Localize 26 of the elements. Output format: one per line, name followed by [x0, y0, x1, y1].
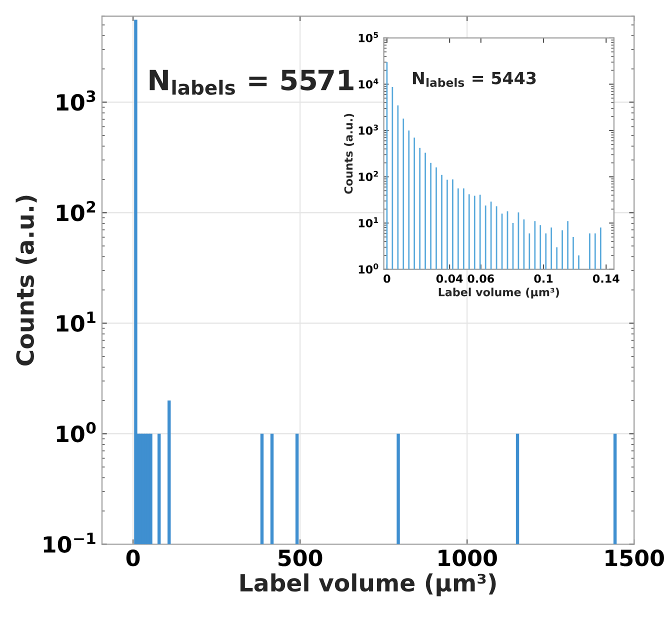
y-tick-label: 10$^{0}$ [56, 422, 96, 442]
y-axis-title: Counts (a.u.) [16, 196, 37, 366]
x-tick-label: 0 [384, 274, 390, 283]
y-tick-label: 10$^{3}$ [358, 124, 378, 135]
x-axis-title: Label volume (µm³) [438, 288, 559, 298]
y-axis-title: Counts (a.u.) [344, 114, 354, 194]
y-tick-label: 10$^{0}$ [358, 263, 378, 274]
y-tick-label: 10$^{2}$ [358, 170, 378, 182]
y-tick-label: 10$^{4}$ [358, 78, 378, 89]
x-tick-label: 0.04 [436, 274, 463, 283]
x-tick-label: 0.06 [468, 274, 494, 283]
x-tick-label: 500 [278, 550, 322, 566]
y-tick-label: 10$^{1}$ [56, 312, 96, 332]
x-tick-label: 0 [126, 550, 140, 566]
x-tick-label: 0.1 [534, 274, 553, 283]
y-tick-label: 10$^{5}$ [358, 32, 378, 42]
annotation: N$_{labels}$ = 5571 [150, 70, 354, 95]
y-tick-label: 10$^{−1}$ [44, 532, 96, 553]
x-tick-label: 0.14 [592, 274, 620, 283]
x-tick-label: 1500 [606, 550, 664, 566]
annotation: N$_{labels}$ = 5443 [412, 72, 536, 87]
y-tick-label: 10$^{1}$ [358, 217, 378, 228]
y-tick-label: 10$^{2}$ [56, 200, 96, 222]
x-tick-label: 1000 [438, 550, 497, 566]
y-tick-label: 10$^{3}$ [56, 90, 96, 111]
x-axis-title: Label volume (µm³) [240, 573, 496, 596]
